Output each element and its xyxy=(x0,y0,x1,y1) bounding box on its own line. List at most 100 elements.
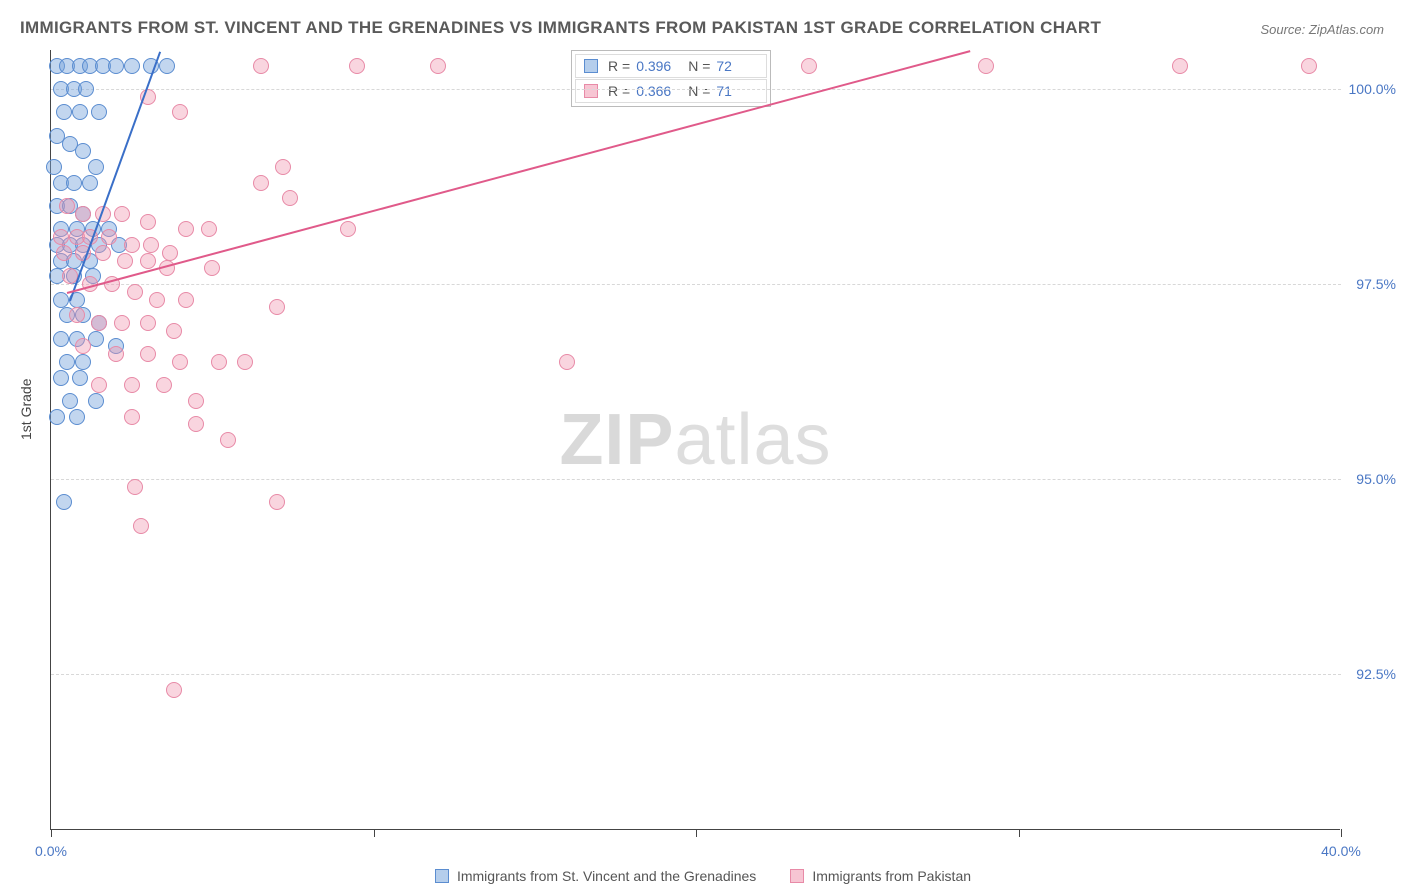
data-point xyxy=(269,494,285,510)
data-point xyxy=(211,354,227,370)
stat-value: 0.396 xyxy=(636,58,678,74)
stats-row: R = 0.396 N = 72 xyxy=(575,54,767,78)
data-point xyxy=(253,175,269,191)
data-point xyxy=(56,104,72,120)
data-point xyxy=(56,494,72,510)
gridline xyxy=(51,674,1341,675)
data-point xyxy=(114,315,130,331)
gridline xyxy=(51,284,1341,285)
data-point xyxy=(559,354,575,370)
ytick-label: 92.5% xyxy=(1356,666,1396,682)
data-point xyxy=(49,409,65,425)
bottom-legend: Immigrants from St. Vincent and the Gren… xyxy=(0,868,1406,884)
data-point xyxy=(108,58,124,74)
data-point xyxy=(53,229,69,245)
data-point xyxy=(114,206,130,222)
source-label: Source: ZipAtlas.com xyxy=(1260,22,1384,37)
data-point xyxy=(95,245,111,261)
ytick-label: 95.0% xyxy=(1356,471,1396,487)
watermark: ZIPatlas xyxy=(559,399,831,481)
data-point xyxy=(91,104,107,120)
data-point xyxy=(340,221,356,237)
data-point xyxy=(59,354,75,370)
data-point xyxy=(172,104,188,120)
data-point xyxy=(275,159,291,175)
data-point xyxy=(69,409,85,425)
data-point xyxy=(349,58,365,74)
data-point xyxy=(133,518,149,534)
data-point xyxy=(62,393,78,409)
data-point xyxy=(201,221,217,237)
swatch-pink xyxy=(584,84,598,98)
gridline xyxy=(51,89,1341,90)
legend-item: Immigrants from St. Vincent and the Gren… xyxy=(435,868,756,884)
stats-box: R = 0.396 N = 72 R = 0.366 N = 71 xyxy=(571,50,771,107)
xtick xyxy=(1019,829,1020,837)
xtick-label: 40.0% xyxy=(1321,843,1361,859)
stats-row: R = 0.366 N = 71 xyxy=(575,79,767,103)
y-axis-label: 1st Grade xyxy=(18,379,34,440)
data-point xyxy=(162,245,178,261)
data-point xyxy=(166,323,182,339)
stat-value: 71 xyxy=(716,83,758,99)
xtick-label: 0.0% xyxy=(35,843,67,859)
data-point xyxy=(72,104,88,120)
swatch-blue xyxy=(584,59,598,73)
data-point xyxy=(124,409,140,425)
watermark-light: atlas xyxy=(674,400,831,480)
data-point xyxy=(46,159,62,175)
data-point xyxy=(91,377,107,393)
data-point xyxy=(91,315,107,331)
data-point xyxy=(127,284,143,300)
data-point xyxy=(78,81,94,97)
stat-label: R = xyxy=(608,83,630,99)
data-point xyxy=(156,377,172,393)
data-point xyxy=(66,175,82,191)
gridline xyxy=(51,479,1341,480)
data-point xyxy=(124,58,140,74)
data-point xyxy=(159,58,175,74)
data-point xyxy=(978,58,994,74)
data-point xyxy=(53,331,69,347)
data-point xyxy=(188,416,204,432)
data-point xyxy=(117,253,133,269)
data-point xyxy=(108,346,124,362)
data-point xyxy=(75,354,91,370)
data-point xyxy=(69,307,85,323)
ytick-label: 100.0% xyxy=(1349,81,1396,97)
data-point xyxy=(75,338,91,354)
data-point xyxy=(149,292,165,308)
data-point xyxy=(172,354,188,370)
stat-label: N = xyxy=(688,83,710,99)
data-point xyxy=(269,299,285,315)
data-point xyxy=(59,198,75,214)
stat-label: R = xyxy=(608,58,630,74)
xtick xyxy=(1341,829,1342,837)
data-point xyxy=(430,58,446,74)
data-point xyxy=(237,354,253,370)
data-point xyxy=(72,370,88,386)
stat-label: N = xyxy=(688,58,710,74)
trend-line xyxy=(67,50,971,294)
data-point xyxy=(124,377,140,393)
ytick-label: 97.5% xyxy=(1356,276,1396,292)
data-point xyxy=(204,260,220,276)
legend-label: Immigrants from Pakistan xyxy=(812,868,971,884)
data-point xyxy=(140,214,156,230)
data-point xyxy=(253,58,269,74)
data-point xyxy=(166,682,182,698)
data-point xyxy=(178,221,194,237)
data-point xyxy=(220,432,236,448)
data-point xyxy=(88,393,104,409)
data-point xyxy=(53,370,69,386)
data-point xyxy=(88,159,104,175)
xtick xyxy=(696,829,697,837)
data-point xyxy=(75,206,91,222)
data-point xyxy=(143,237,159,253)
swatch-blue xyxy=(435,869,449,883)
swatch-pink xyxy=(790,869,804,883)
stat-value: 72 xyxy=(716,58,758,74)
watermark-bold: ZIP xyxy=(559,400,674,480)
xtick xyxy=(374,829,375,837)
data-point xyxy=(127,479,143,495)
